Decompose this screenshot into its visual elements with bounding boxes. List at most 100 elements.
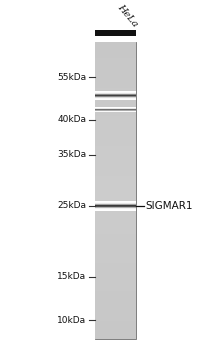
Bar <box>95 274 136 275</box>
Bar <box>95 196 136 198</box>
Bar <box>95 275 136 276</box>
Bar <box>95 241 136 243</box>
Bar <box>95 170 136 171</box>
Bar <box>95 110 136 112</box>
Bar <box>95 48 136 50</box>
Bar <box>95 199 136 201</box>
Bar <box>95 282 136 284</box>
Bar <box>95 233 136 235</box>
Bar <box>95 149 136 150</box>
Bar <box>95 56 136 57</box>
Bar <box>95 50 136 51</box>
Bar <box>95 305 136 306</box>
Bar <box>95 122 136 124</box>
Bar <box>95 204 136 205</box>
Bar <box>95 68 136 69</box>
Bar <box>95 62 136 63</box>
Bar <box>95 231 136 232</box>
Bar <box>95 93 136 94</box>
Bar <box>95 272 136 274</box>
Bar <box>95 238 136 239</box>
Bar <box>95 121 136 122</box>
Bar <box>95 133 136 134</box>
Bar <box>95 57 136 58</box>
Bar <box>95 244 136 245</box>
Bar <box>95 119 136 121</box>
Bar <box>95 145 136 146</box>
Bar <box>95 87 136 88</box>
Bar <box>95 161 136 162</box>
Bar <box>95 269 136 271</box>
Bar <box>95 30 136 36</box>
Bar <box>95 186 136 188</box>
Bar <box>95 130 136 131</box>
Bar <box>95 195 136 196</box>
Bar <box>95 324 136 326</box>
Bar <box>95 173 136 174</box>
Bar <box>95 287 136 288</box>
Bar <box>95 303 136 305</box>
Bar <box>95 217 136 219</box>
Bar <box>95 337 136 339</box>
Bar <box>95 245 136 247</box>
Bar <box>95 321 136 323</box>
Bar <box>95 327 136 329</box>
Bar <box>95 211 136 213</box>
Bar <box>95 180 136 182</box>
Bar <box>95 79 136 81</box>
Bar <box>95 78 136 79</box>
Bar <box>95 184 136 186</box>
Bar <box>95 192 136 194</box>
Text: 35kDa: 35kDa <box>57 150 87 159</box>
Bar <box>95 96 136 97</box>
Bar <box>95 64 136 66</box>
Bar <box>95 331 136 333</box>
Bar <box>95 216 136 217</box>
Bar <box>95 81 136 82</box>
Bar <box>95 47 136 48</box>
Bar <box>95 76 136 78</box>
Bar <box>95 253 136 254</box>
Bar <box>95 183 136 184</box>
Bar <box>95 248 136 250</box>
Bar <box>95 165 136 167</box>
Text: SIGMAR1: SIGMAR1 <box>145 201 193 211</box>
Bar <box>95 194 136 195</box>
Bar <box>95 141 136 143</box>
Bar <box>95 69 136 70</box>
Bar <box>95 205 136 207</box>
Bar <box>95 235 136 237</box>
Bar <box>95 302 136 303</box>
Bar <box>95 323 136 324</box>
Bar <box>95 70 136 72</box>
Bar <box>95 99 136 100</box>
Bar <box>95 229 136 231</box>
Bar <box>95 317 136 318</box>
Bar <box>95 312 136 314</box>
Bar <box>95 60 136 62</box>
Bar <box>95 207 136 208</box>
Bar <box>95 66 136 68</box>
Bar <box>95 159 136 161</box>
Bar <box>95 210 136 211</box>
Bar <box>95 262 136 263</box>
Bar <box>95 156 136 158</box>
Bar <box>95 292 136 293</box>
Bar <box>95 178 136 180</box>
Bar <box>95 315 136 317</box>
Bar <box>95 293 136 294</box>
Bar <box>95 219 136 220</box>
Bar <box>95 152 136 153</box>
Bar <box>95 177 136 178</box>
Bar <box>95 94 136 96</box>
Bar <box>95 266 136 268</box>
Bar <box>95 298 136 299</box>
Bar <box>95 296 136 298</box>
Bar <box>95 189 136 190</box>
Bar <box>95 52 136 54</box>
Bar <box>95 326 136 327</box>
Bar <box>95 85 136 87</box>
Bar <box>95 125 136 127</box>
Bar <box>95 42 136 44</box>
Bar <box>95 109 136 110</box>
